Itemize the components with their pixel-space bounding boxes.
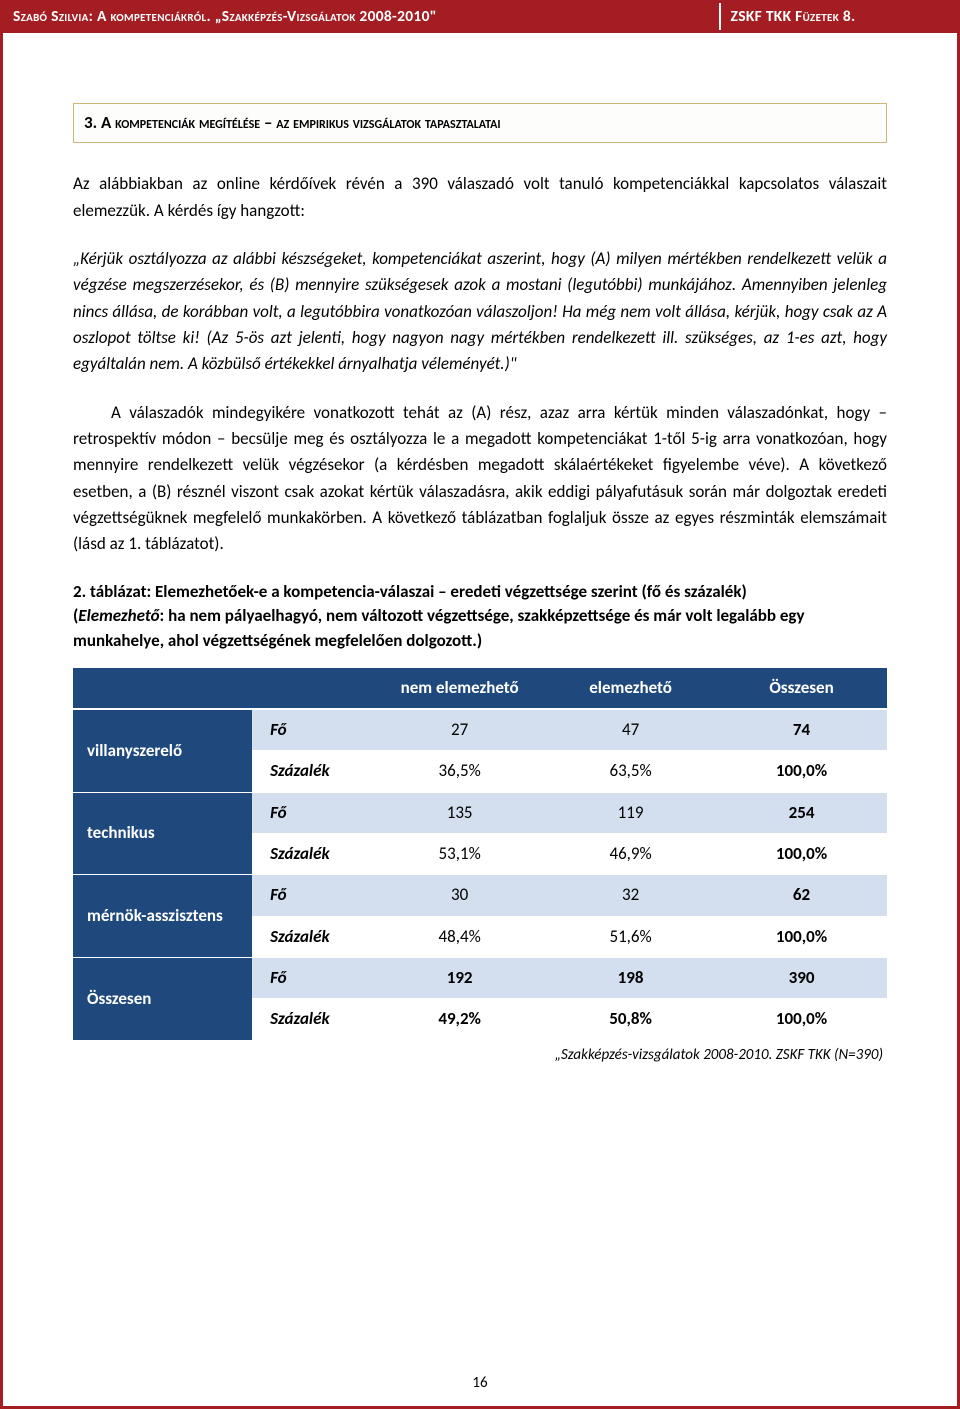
row-label: technikus: [73, 792, 252, 875]
table-caption-line1: 2. táblázat: Elemezhetőek-e a kompetenci…: [73, 580, 887, 605]
paragraph-explain: A válaszadók mindegyikére vonatkozott te…: [73, 400, 887, 558]
cell-total: 100,0%: [716, 916, 887, 957]
cell-total: 100,0%: [716, 999, 887, 1040]
table-row-total: Összesen Fő 192 198 390: [73, 958, 887, 999]
cell: 51,6%: [545, 916, 716, 957]
table-source: „Szakképzés-vizsgálatok 2008-2010. ZSKF …: [73, 1044, 887, 1067]
cell: 50,8%: [545, 999, 716, 1040]
page-number: 16: [3, 1374, 957, 1392]
measure-name: Százalék: [252, 916, 374, 957]
cell: 30: [374, 875, 545, 916]
cell: 63,5%: [545, 751, 716, 792]
paragraph-intro: Az alábbiakban az online kérdőívek révén…: [73, 171, 887, 224]
table-row: technikus Fő 135 119 254: [73, 792, 887, 833]
measure-name: Százalék: [252, 999, 374, 1040]
cell: 48,4%: [374, 916, 545, 957]
table-header-col2: elemezhető: [545, 668, 716, 709]
cell-total: 62: [716, 875, 887, 916]
header-left: Szabó Szilvia: A kompetenciákról. „Szakk…: [3, 3, 719, 30]
table-row: villanyszerelő Fő 27 47 74: [73, 709, 887, 751]
data-table: nem elemezhető elemezhető Összesen villa…: [73, 668, 887, 1040]
page-content: 3. A kompetenciák megítélése – az empiri…: [3, 33, 957, 1067]
running-header: Szabó Szilvia: A kompetenciákról. „Szakk…: [3, 3, 957, 33]
section-heading: 3. A kompetenciák megítélése – az empiri…: [73, 103, 887, 143]
cell: 119: [545, 792, 716, 833]
table-header-blank2: [252, 668, 374, 709]
table-row: mérnök-asszisztens Fő 30 32 62: [73, 875, 887, 916]
page-frame: Szabó Szilvia: A kompetenciákról. „Szakk…: [0, 0, 960, 1409]
row-label: villanyszerelő: [73, 709, 252, 792]
cell-total: 100,0%: [716, 834, 887, 875]
cell: 53,1%: [374, 834, 545, 875]
table-caption: 2. táblázat: Elemezhetőek-e a kompetenci…: [73, 580, 887, 654]
cell: 135: [374, 792, 545, 833]
cell: 47: [545, 709, 716, 751]
section-title: A kompetenciák megítélése – az empirikus…: [101, 112, 501, 133]
caption-rest: : ha nem pályaelhagyó, nem változott vég…: [73, 605, 805, 651]
row-label: mérnök-asszisztens: [73, 875, 252, 958]
cell-total: 254: [716, 792, 887, 833]
table-header-col1: nem elemezhető: [374, 668, 545, 709]
measure-name: Százalék: [252, 834, 374, 875]
table-caption-line2: (Elemezhető: ha nem pályaelhagyó, nem vá…: [73, 604, 887, 653]
header-right: ZSKF TKK Füzetek 8.: [719, 3, 958, 30]
row-label-total: Összesen: [73, 958, 252, 1040]
measure-name: Százalék: [252, 751, 374, 792]
paragraph-quote: „Kérjük osztályozza az alábbi készségeke…: [73, 246, 887, 378]
measure-name: Fő: [252, 875, 374, 916]
cell-total: 100,0%: [716, 751, 887, 792]
cell-total: 390: [716, 958, 887, 999]
caption-italic-word: Elemezhető: [78, 605, 159, 626]
cell-total: 74: [716, 709, 887, 751]
cell: 49,2%: [374, 999, 545, 1040]
cell: 46,9%: [545, 834, 716, 875]
table-header-blank1: [73, 668, 252, 709]
table-header-col3: Összesen: [716, 668, 887, 709]
cell: 198: [545, 958, 716, 999]
table-header-row: nem elemezhető elemezhető Összesen: [73, 668, 887, 709]
measure-name: Fő: [252, 709, 374, 751]
cell: 36,5%: [374, 751, 545, 792]
section-number: 3.: [84, 112, 97, 133]
cell: 27: [374, 709, 545, 751]
measure-name: Fő: [252, 958, 374, 999]
cell: 192: [374, 958, 545, 999]
cell: 32: [545, 875, 716, 916]
measure-name: Fő: [252, 792, 374, 833]
